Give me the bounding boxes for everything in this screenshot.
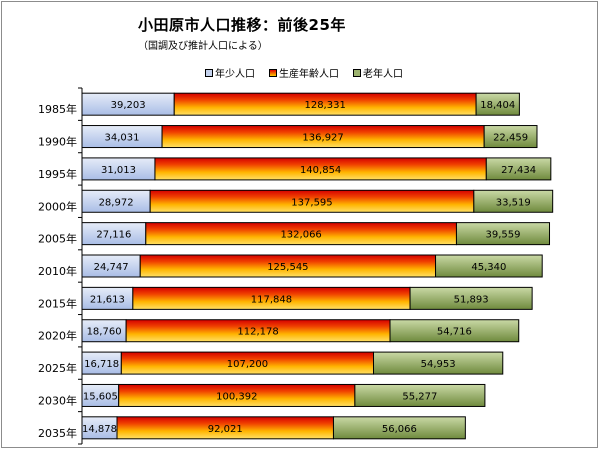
data-label-elderly: 45,340	[471, 262, 506, 273]
y-tick-label: 2010年	[38, 264, 77, 278]
data-label-working: 92,021	[208, 424, 243, 435]
y-tick-label: 2020年	[38, 329, 77, 343]
data-label-working: 132,066	[280, 230, 321, 241]
y-tick-label: 2015年	[38, 296, 77, 310]
bar-elderly	[373, 351, 504, 375]
data-label-working: 100,392	[216, 391, 257, 402]
data-label-elderly: 56,066	[382, 424, 417, 435]
legend-label-youth: 年少人口	[215, 69, 255, 80]
legend: 年少人口 生産年齢人口 老年人口	[205, 65, 403, 80]
bar-elderly	[435, 254, 543, 278]
data-label-working: 107,200	[227, 359, 268, 370]
legend-swatch-youth	[205, 68, 213, 77]
data-label-elderly: 54,716	[437, 327, 472, 338]
data-label-elderly: 18,404	[480, 100, 515, 111]
data-label-youth: 28,972	[99, 197, 134, 208]
data-label-youth: 24,747	[94, 262, 129, 273]
y-tick-label: 1995年	[38, 167, 77, 181]
data-label-youth: 16,718	[84, 359, 119, 370]
bar-elderly	[473, 189, 554, 213]
bar-elderly	[485, 157, 552, 181]
bar-elderly	[354, 383, 486, 407]
data-label-elderly: 22,459	[493, 133, 528, 144]
data-label-elderly: 39,559	[485, 230, 520, 241]
bar-elderly	[389, 319, 520, 343]
legend-swatch-working	[269, 68, 277, 77]
legend-label-working: 生産年齢人口	[279, 69, 339, 80]
legend-swatch-elderly	[353, 68, 361, 77]
chart-subtitle: （国調及び推計人口による）	[138, 41, 268, 52]
data-label-elderly: 27,434	[501, 165, 536, 176]
data-label-elderly: 51,893	[454, 294, 489, 305]
data-label-youth: 27,116	[96, 230, 131, 241]
y-tick-label: 1985年	[38, 102, 77, 116]
data-label-working: 128,331	[304, 100, 345, 111]
data-label-youth: 39,203	[111, 100, 146, 111]
y-tick-label: 1990年	[38, 135, 77, 149]
data-label-youth: 14,878	[82, 424, 117, 435]
bar-elderly	[455, 222, 551, 246]
legend-label-elderly: 老年人口	[363, 69, 403, 80]
data-label-elderly: 54,953	[421, 359, 456, 370]
data-label-youth: 21,613	[90, 294, 125, 305]
legend-item-youth: 年少人口	[205, 65, 255, 80]
data-label-youth: 31,013	[101, 165, 136, 176]
data-label-youth: 15,605	[83, 391, 118, 402]
y-tick-label: 2030年	[38, 393, 77, 407]
y-tick-label: 2035年	[38, 426, 77, 440]
data-label-elderly: 33,519	[496, 197, 531, 208]
data-label-working: 136,927	[302, 133, 343, 144]
data-label-working: 125,545	[267, 262, 308, 273]
chart-title: 小田原市人口推移：前後25年	[138, 16, 346, 34]
data-label-working: 112,178	[237, 327, 278, 338]
bar-elderly	[409, 286, 533, 310]
data-label-working: 140,854	[300, 165, 341, 176]
data-label-youth: 18,760	[87, 327, 122, 338]
y-tick-label: 2000年	[38, 199, 77, 213]
bar-elderly	[475, 92, 520, 116]
data-label-working: 117,848	[251, 294, 292, 305]
bar-elderly	[332, 416, 466, 440]
y-tick-label: 2025年	[38, 361, 77, 375]
y-tick-label: 2005年	[38, 232, 77, 246]
data-label-youth: 34,031	[105, 133, 140, 144]
bar-elderly	[483, 125, 538, 149]
legend-item-working: 生産年齢人口	[269, 65, 339, 80]
data-label-elderly: 55,277	[402, 391, 437, 402]
data-label-working: 137,595	[291, 197, 332, 208]
legend-item-elderly: 老年人口	[353, 65, 403, 80]
